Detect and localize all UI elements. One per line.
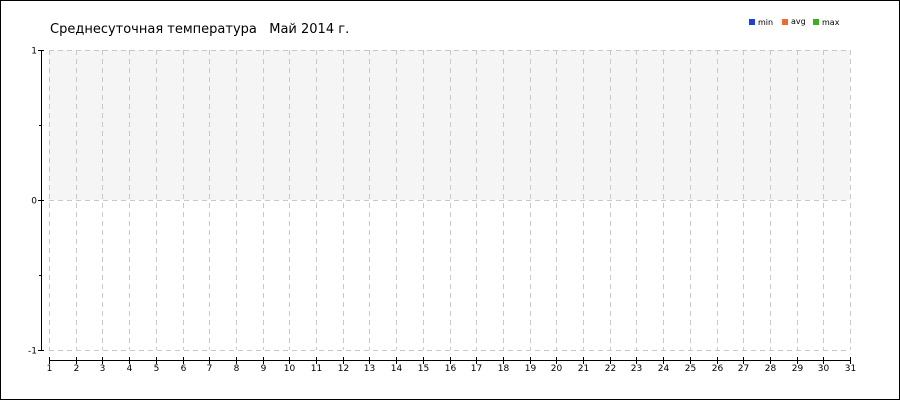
- x-tick-label: 22: [605, 364, 616, 374]
- x-tick-label: 28: [765, 364, 777, 374]
- legend: min avg max: [749, 17, 840, 27]
- x-tick-label: 9: [261, 364, 267, 374]
- legend-label-max: max: [822, 18, 840, 27]
- x-tick-label: 12: [338, 364, 349, 374]
- x-tick-label: 27: [738, 364, 749, 374]
- x-tick-label: 8: [234, 364, 240, 374]
- x-tick-label: 13: [364, 364, 375, 374]
- x-tick-label: 31: [845, 364, 856, 374]
- x-tick-label: 20: [551, 364, 563, 374]
- legend-label-min: min: [758, 18, 773, 27]
- x-tick-label: 5: [154, 364, 160, 374]
- x-tick-label: 14: [391, 364, 403, 374]
- x-tick-label: 10: [284, 364, 296, 374]
- x-tick-label: 24: [658, 364, 670, 374]
- x-tick-label: 19: [525, 364, 537, 374]
- chart-title: Среднесуточная температура Май 2014 г.: [50, 22, 349, 37]
- x-tick-label: 29: [792, 364, 804, 374]
- y-tick-label: -1: [28, 347, 37, 357]
- legend-swatch-avg: [782, 19, 788, 25]
- x-tick-label: 6: [181, 364, 187, 374]
- x-tick-label: 3: [100, 364, 106, 374]
- x-tick-label: 1: [47, 364, 53, 374]
- x-tick-label: 21: [578, 364, 589, 374]
- x-tick-label: 2: [74, 364, 80, 374]
- x-tick-label: 16: [445, 364, 457, 374]
- x-tick-label: 4: [127, 364, 133, 374]
- y-tick-label: 0: [31, 197, 37, 207]
- positive-band: [49, 50, 850, 200]
- x-tick-label: 18: [498, 364, 510, 374]
- plot-area: 10-11 2 3 4 5 6 7 8 9 10 11 12 13 14 15 16 17 18 19 20 21 22 2…: [28, 47, 856, 375]
- legend-swatch-max: [813, 19, 819, 25]
- x-tick-label: 25: [685, 364, 696, 374]
- x-tick-label: 11: [311, 364, 322, 374]
- x-tick-label: 7: [207, 364, 213, 374]
- x-tick-label: 30: [818, 364, 830, 374]
- x-tick-label: 26: [712, 364, 724, 374]
- legend-swatch-min: [749, 19, 755, 25]
- x-tick-label: 23: [631, 364, 642, 374]
- x-tick-label: 15: [418, 364, 429, 374]
- x-tick-label: 17: [471, 364, 482, 374]
- legend-label-avg: avg: [791, 17, 806, 26]
- y-tick-label: 1: [31, 47, 37, 57]
